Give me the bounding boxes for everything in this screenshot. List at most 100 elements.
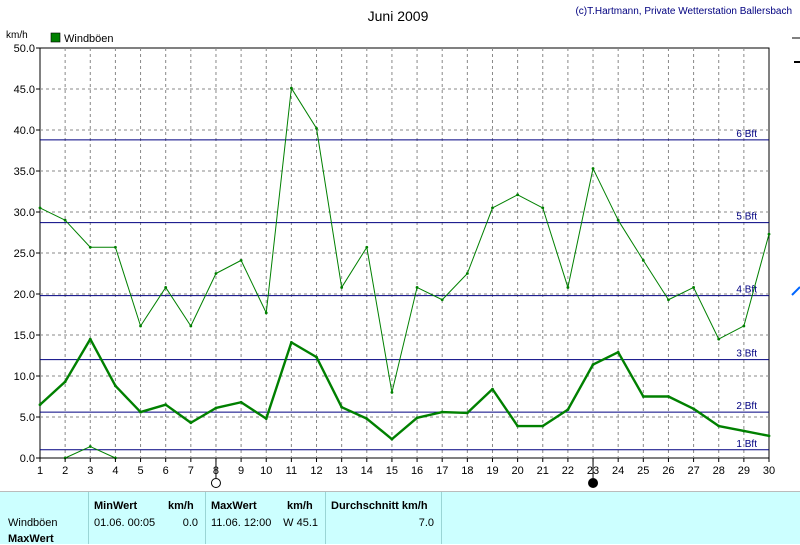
beaufort-label: 2 Bft xyxy=(736,401,757,412)
data-point xyxy=(315,126,318,130)
data-point xyxy=(742,324,746,328)
x-tick-label: 2 xyxy=(62,465,68,477)
data-point xyxy=(239,258,243,262)
data-point xyxy=(139,410,142,414)
data-point xyxy=(667,395,670,398)
chart-title: Juni 2009 xyxy=(368,8,429,24)
data-point xyxy=(214,272,218,275)
data-point xyxy=(692,286,695,289)
series xyxy=(38,86,771,460)
right-edge-marks xyxy=(791,37,800,296)
maxwert-header: MaxWert xyxy=(211,500,257,512)
data-point xyxy=(767,434,771,438)
summary-table: Windböen MaxWert MinWert km/h MaxWert km… xyxy=(0,491,800,545)
copyright-text: (c)T.Hartmann, Private Wetterstation Bal… xyxy=(575,6,792,17)
x-tick-label: 11 xyxy=(286,465,297,477)
data-point xyxy=(491,387,494,391)
y-tick-label: 25.0 xyxy=(14,248,35,260)
data-point xyxy=(164,403,168,407)
y-tick-label: 30.0 xyxy=(14,207,35,219)
data-point xyxy=(692,407,695,411)
x-tick-label: 19 xyxy=(486,465,498,477)
y-axis: 0.0 5.0 10.0 15.0 20.0 25.0 30.0 35.0 40.0 45.0 50… xyxy=(14,43,40,465)
data-point xyxy=(88,337,92,341)
x-tick-label: 18 xyxy=(461,465,473,477)
x-tick-label: 21 xyxy=(537,465,549,477)
x-tick-label: 28 xyxy=(713,465,725,477)
legend-swatch xyxy=(50,32,61,43)
data-point xyxy=(340,286,344,289)
data-point xyxy=(38,403,42,407)
minwert-header: MinWert xyxy=(94,500,138,512)
y-tick-label: 50.0 xyxy=(14,43,35,55)
x-tick-label: 27 xyxy=(687,465,699,477)
data-point xyxy=(616,218,620,222)
data-point xyxy=(289,340,293,344)
data-point xyxy=(264,311,268,315)
row-label-maxwert: MaxWert xyxy=(8,533,54,545)
data-point xyxy=(641,395,645,398)
y-tick-label: 0.0 xyxy=(20,453,35,465)
data-point xyxy=(541,206,545,210)
data-point xyxy=(63,380,67,384)
data-point xyxy=(164,286,168,289)
beaufort-label: 5 Bft xyxy=(736,212,757,223)
data-point xyxy=(616,350,620,354)
data-point xyxy=(264,417,268,421)
data-point xyxy=(239,400,243,404)
data-point xyxy=(591,363,595,366)
beaufort-label: 4 Bft xyxy=(736,285,757,296)
x-tick-label: 26 xyxy=(662,465,674,477)
x-tick-label: 7 xyxy=(188,465,194,477)
max-datetime: 11.06. 12:00 xyxy=(211,517,272,529)
data-point xyxy=(415,286,419,289)
data-point xyxy=(440,298,444,302)
data-point xyxy=(491,206,494,210)
data-point xyxy=(516,193,520,197)
legend-label: Windböen xyxy=(64,33,114,45)
x-tick-label: 20 xyxy=(511,465,523,477)
min-value: 0.0 xyxy=(182,517,198,529)
data-point xyxy=(114,384,117,388)
data-point xyxy=(566,286,570,289)
data-point xyxy=(591,167,595,170)
x-axis: 1234567891011121314151617181920212223242… xyxy=(37,458,775,477)
x-tick-label: 6 xyxy=(163,465,169,477)
beaufort-label: 1 Bft xyxy=(736,439,757,450)
y-tick-label: 40.0 xyxy=(14,125,35,137)
data-point xyxy=(390,391,394,394)
y-tick-label: 45.0 xyxy=(14,84,35,96)
data-point xyxy=(767,232,771,236)
data-point xyxy=(315,355,318,359)
x-tick-label: 5 xyxy=(137,465,143,477)
y-tick-label: 20.0 xyxy=(14,289,35,301)
new-moon-icon xyxy=(588,478,599,488)
data-point xyxy=(717,337,721,341)
x-tick-label: 1 xyxy=(37,465,43,477)
x-tick-label: 14 xyxy=(361,465,373,477)
x-tick-label: 16 xyxy=(411,465,423,477)
y-tick-label: 5.0 xyxy=(20,412,35,424)
data-point xyxy=(667,298,670,302)
data-point xyxy=(566,408,570,412)
grid xyxy=(40,48,769,458)
data-point xyxy=(365,245,369,249)
data-point xyxy=(189,421,193,425)
data-point xyxy=(465,272,469,275)
x-tick-label: 29 xyxy=(738,465,750,477)
data-point xyxy=(415,416,419,420)
full-moon-icon xyxy=(210,478,221,488)
y-tick-label: 10.0 xyxy=(14,371,35,383)
data-point xyxy=(114,245,117,249)
maxwert-unit: km/h xyxy=(287,500,313,512)
data-point xyxy=(189,324,193,328)
avg-header: Durchschnitt km/h xyxy=(331,500,428,512)
data-point xyxy=(88,445,92,448)
data-point xyxy=(440,410,444,414)
data-point xyxy=(365,417,369,421)
x-tick-label: 24 xyxy=(612,465,624,477)
beaufort-lines: 1 Bft 2 Bft 3 Bft 4 Bft 5 Bft 6 Bft xyxy=(40,129,769,451)
data-point xyxy=(88,245,92,249)
data-point xyxy=(641,258,645,262)
data-point xyxy=(465,411,469,415)
